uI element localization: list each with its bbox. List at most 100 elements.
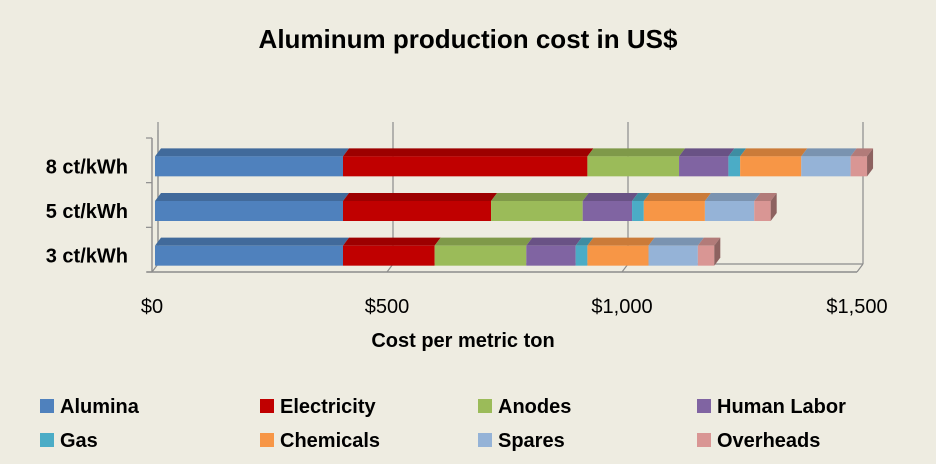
- bar-top-face: [582, 193, 639, 201]
- legend-swatch: [478, 399, 492, 413]
- bar-top-face: [155, 148, 349, 157]
- gridline-floor-3: [856, 263, 864, 273]
- bar-top-face: [801, 148, 857, 157]
- bar-top-face: [491, 193, 589, 201]
- bar-end-face-0: [867, 148, 874, 177]
- legend-swatch: [260, 433, 274, 447]
- legend-label: Electricity: [280, 396, 376, 418]
- bar-front-face: [643, 201, 705, 221]
- category-label-0: 8 ct/kWh: [46, 156, 128, 178]
- bar-front-face: [801, 156, 851, 177]
- legend-item-gas: Gas: [40, 430, 98, 452]
- bar-front-face: [343, 245, 435, 266]
- bar-front-face: [575, 245, 588, 266]
- legend-item-human-labor: Human Labor: [697, 396, 846, 418]
- bar-electricity-1: [343, 193, 498, 221]
- bar-top-face: [587, 237, 655, 246]
- legend-item-anodes: Anodes: [478, 396, 571, 418]
- bar-top-face: [587, 148, 686, 157]
- bar-top-face: [343, 237, 441, 246]
- bar-front-face: [740, 156, 802, 177]
- bar-chemicals-2: [587, 237, 655, 266]
- bar-spares-2: [648, 237, 704, 266]
- bar-front-face: [679, 156, 729, 177]
- bar-anodes-0: [587, 148, 686, 177]
- bar-top-face: [850, 148, 874, 157]
- bar-front-face: [850, 156, 868, 177]
- bar-top-face: [526, 237, 582, 246]
- bar-top-face: [697, 237, 721, 246]
- bar-top-face: [728, 148, 747, 157]
- bar-top-face: [155, 237, 349, 246]
- bar-top-face: [575, 237, 594, 246]
- bar-front-face: [155, 245, 343, 266]
- legend-item-electricity: Electricity: [260, 396, 376, 418]
- bar-spares-1: [704, 193, 761, 221]
- legend-label: Gas: [60, 430, 98, 452]
- bar-top-face: [632, 193, 650, 201]
- legend-swatch: [697, 399, 711, 413]
- bar-front-face: [587, 156, 680, 177]
- legend-swatch: [260, 399, 274, 413]
- x-tick-label-1: $500: [365, 296, 410, 318]
- bar-front-face: [434, 245, 527, 266]
- bar-human-labor-2: [526, 237, 582, 266]
- legend-label: Human Labor: [717, 396, 846, 418]
- bar-front-face: [754, 201, 771, 221]
- x-axis-label: Cost per metric ton: [371, 330, 554, 352]
- bar-top-face: [155, 193, 349, 201]
- bar-electricity-0: [343, 148, 594, 177]
- plot-area: $0 $500 $1,000 $1,500 8 ct/kWh 5 ct/kWh 3 ct/k…: [46, 122, 888, 318]
- bar-overheads-0: [850, 148, 874, 177]
- category-label-1: 5 ct/kWh: [46, 201, 128, 223]
- bar-top-face: [434, 237, 533, 246]
- legend-label: Anodes: [498, 396, 571, 418]
- bar-front-face: [648, 245, 698, 266]
- legend-label: Alumina: [60, 396, 140, 418]
- bar-alumina-1: [155, 193, 349, 221]
- bar-end-face-2: [714, 237, 721, 266]
- bar-front-face: [343, 156, 588, 177]
- bar-gas-1: [632, 193, 650, 221]
- category-label-2: 3 ct/kWh: [46, 246, 128, 268]
- bar-electricity-2: [343, 237, 441, 266]
- bar-front-face: [526, 245, 576, 266]
- bar-chemicals-0: [740, 148, 808, 177]
- legend-label: Overheads: [717, 430, 820, 452]
- bar-top-face: [740, 148, 808, 157]
- bar-top-face: [343, 148, 594, 157]
- bar-gas-2: [575, 237, 594, 266]
- bar-top-face: [704, 193, 761, 201]
- bar-end-face-1: [770, 193, 777, 221]
- bar-front-face: [704, 201, 755, 221]
- bar-front-face: [587, 245, 649, 266]
- legend-swatch: [478, 433, 492, 447]
- bar-top-face: [343, 193, 498, 201]
- bar-top-face: [679, 148, 735, 157]
- bar-front-face: [491, 201, 583, 221]
- bar-spares-0: [801, 148, 857, 177]
- legend-swatch: [40, 399, 54, 413]
- x-tick-label-2: $1,000: [591, 296, 652, 318]
- legend-item-alumina: Alumina: [40, 396, 140, 418]
- x-tick-label-3: $1,500: [826, 296, 887, 318]
- legend-item-spares: Spares: [478, 430, 565, 452]
- legend-label: Chemicals: [280, 430, 380, 452]
- bar-front-face: [582, 201, 633, 221]
- bar-front-face: [697, 245, 715, 266]
- bar-alumina-0: [155, 148, 349, 177]
- bar-front-face: [728, 156, 741, 177]
- bar-overheads-2: [697, 237, 721, 266]
- chart-title: Aluminum production cost in US$: [259, 24, 678, 54]
- bar-front-face: [155, 201, 343, 221]
- legend: Alumina Electricity Anodes Human Labor Gas Ch…: [40, 396, 846, 452]
- bar-top-face: [643, 193, 711, 201]
- bar-chemicals-1: [643, 193, 711, 221]
- bar-human-labor-0: [679, 148, 735, 177]
- bar-front-face: [155, 156, 343, 177]
- legend-label: Spares: [498, 430, 565, 452]
- x-tick-label-0: $0: [141, 296, 163, 318]
- bar-anodes-2: [434, 237, 533, 266]
